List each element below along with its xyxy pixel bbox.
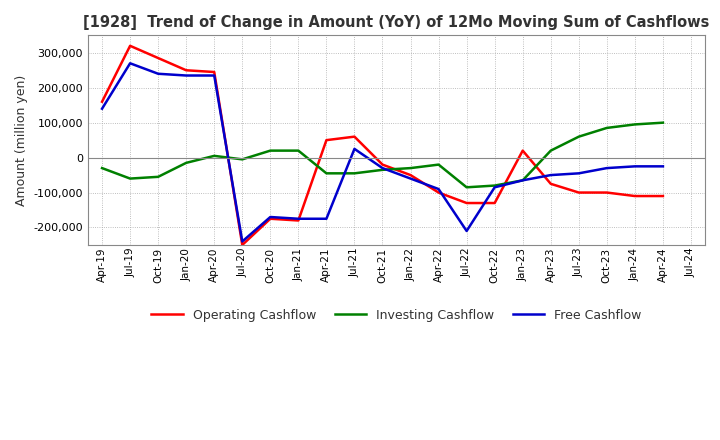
Operating Cashflow	[210, 70, 219, 75]
Investing Cashflow	[322, 171, 330, 176]
Free Cashflow	[603, 165, 611, 171]
Investing Cashflow	[266, 148, 274, 153]
Free Cashflow	[378, 165, 387, 171]
Operating Cashflow	[182, 68, 191, 73]
Investing Cashflow	[154, 174, 163, 180]
Operating Cashflow	[490, 200, 499, 205]
Free Cashflow	[182, 73, 191, 78]
Operating Cashflow	[350, 134, 359, 139]
Investing Cashflow	[434, 162, 443, 167]
Investing Cashflow	[546, 148, 555, 153]
Operating Cashflow	[322, 138, 330, 143]
Free Cashflow	[266, 214, 274, 220]
Free Cashflow	[210, 73, 219, 78]
Line: Free Cashflow: Free Cashflow	[102, 63, 663, 242]
Free Cashflow	[490, 185, 499, 190]
Y-axis label: Amount (million yen): Amount (million yen)	[15, 74, 28, 206]
Free Cashflow	[126, 61, 135, 66]
Operating Cashflow	[294, 218, 302, 223]
Investing Cashflow	[378, 167, 387, 172]
Free Cashflow	[406, 176, 415, 181]
Free Cashflow	[518, 178, 527, 183]
Investing Cashflow	[294, 148, 302, 153]
Operating Cashflow	[546, 181, 555, 187]
Operating Cashflow	[434, 190, 443, 195]
Investing Cashflow	[603, 125, 611, 131]
Investing Cashflow	[406, 165, 415, 171]
Free Cashflow	[294, 216, 302, 221]
Operating Cashflow	[575, 190, 583, 195]
Investing Cashflow	[350, 171, 359, 176]
Operating Cashflow	[126, 43, 135, 48]
Investing Cashflow	[238, 157, 247, 162]
Line: Investing Cashflow: Investing Cashflow	[102, 123, 663, 187]
Operating Cashflow	[631, 194, 639, 199]
Investing Cashflow	[659, 120, 667, 125]
Investing Cashflow	[462, 185, 471, 190]
Investing Cashflow	[518, 178, 527, 183]
Free Cashflow	[238, 239, 247, 244]
Operating Cashflow	[518, 148, 527, 153]
Free Cashflow	[462, 228, 471, 234]
Operating Cashflow	[378, 162, 387, 167]
Investing Cashflow	[126, 176, 135, 181]
Free Cashflow	[631, 164, 639, 169]
Investing Cashflow	[210, 153, 219, 158]
Free Cashflow	[322, 216, 330, 221]
Investing Cashflow	[575, 134, 583, 139]
Operating Cashflow	[266, 216, 274, 221]
Free Cashflow	[154, 71, 163, 77]
Free Cashflow	[546, 172, 555, 178]
Operating Cashflow	[154, 55, 163, 61]
Legend: Operating Cashflow, Investing Cashflow, Free Cashflow: Operating Cashflow, Investing Cashflow, …	[146, 304, 647, 327]
Investing Cashflow	[98, 165, 107, 171]
Operating Cashflow	[238, 242, 247, 248]
Title: [1928]  Trend of Change in Amount (YoY) of 12Mo Moving Sum of Cashflows: [1928] Trend of Change in Amount (YoY) o…	[84, 15, 710, 30]
Free Cashflow	[659, 164, 667, 169]
Free Cashflow	[98, 106, 107, 111]
Operating Cashflow	[603, 190, 611, 195]
Operating Cashflow	[462, 200, 471, 205]
Operating Cashflow	[406, 172, 415, 178]
Free Cashflow	[575, 171, 583, 176]
Investing Cashflow	[631, 122, 639, 127]
Free Cashflow	[350, 146, 359, 151]
Investing Cashflow	[490, 183, 499, 188]
Operating Cashflow	[659, 194, 667, 199]
Free Cashflow	[434, 187, 443, 192]
Operating Cashflow	[98, 99, 107, 104]
Line: Operating Cashflow: Operating Cashflow	[102, 46, 663, 245]
Investing Cashflow	[182, 160, 191, 165]
